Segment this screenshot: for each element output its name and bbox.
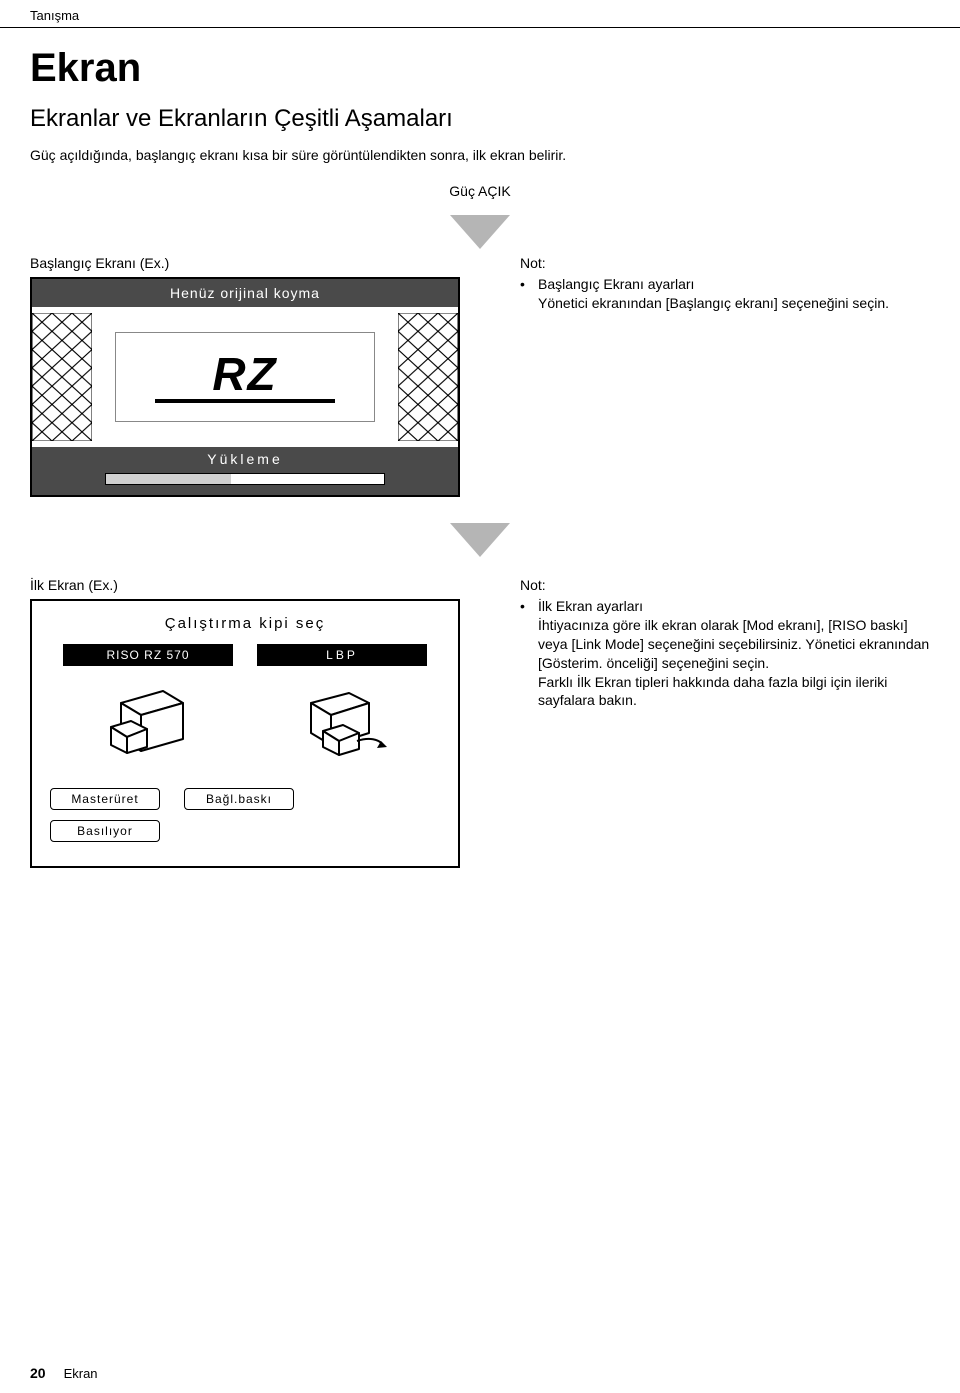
hatch-left [32, 313, 92, 441]
page-footer: 20 Ekran [30, 1365, 930, 1381]
note-label-1: Not: [520, 255, 930, 275]
startup-bullet-text: Başlangıç Ekranı ayarları Yönetici ekran… [538, 275, 930, 313]
panel-footer-buttons-2: Basılıyor [50, 816, 440, 848]
bullet-icon: • [520, 275, 530, 294]
bullet-icon: • [520, 597, 530, 616]
initial-bullet-title: İlk Ekran ayarları [538, 598, 643, 614]
startup-left: Başlangıç Ekranı (Ex.) Henüz orijinal ko… [30, 255, 460, 497]
flow-arrow-2 [0, 497, 960, 563]
logo-text: RZ [212, 351, 277, 397]
logo-underline [155, 399, 335, 403]
initial-bullet-text: İlk Ekran ayarları İhtiyacınıza göre ilk… [538, 597, 930, 710]
footer-label: Ekran [64, 1366, 98, 1381]
flow-arrow-1 [0, 207, 960, 255]
startup-screen-panel: Henüz orijinal koyma RZ [30, 277, 460, 497]
master-button[interactable]: Masterüret [50, 788, 160, 810]
tab-lbp[interactable]: LBP [257, 644, 427, 666]
progress-bar [105, 473, 385, 485]
initial-bullet: • İlk Ekran ayarları İhtiyacınıza göre i… [520, 597, 930, 712]
note-label-2: Not: [520, 577, 930, 597]
initial-screen-panel: Çalıştırma kipi seç RISO RZ 570 LBP [30, 599, 460, 868]
down-arrow-icon [450, 215, 510, 249]
page-title: Ekran [0, 28, 960, 101]
startup-note: Not: • Başlangıç Ekranı ayarları Yönetic… [520, 255, 930, 315]
initial-note: Not: • İlk Ekran ayarları İhtiyacınıza g… [520, 577, 930, 712]
device-lbp-icon [257, 676, 427, 766]
startup-row: Başlangıç Ekranı (Ex.) Henüz orijinal ko… [0, 255, 960, 497]
section-label: Tanışma [30, 8, 79, 23]
hatch-right [398, 313, 458, 441]
loading-label: Yükleme [207, 451, 282, 467]
initial-row: İlk Ekran (Ex.) Çalıştırma kipi seç RISO… [0, 563, 960, 868]
startup-top-bar: Henüz orijinal koyma [32, 279, 458, 307]
startup-bullet-title: Başlangıç Ekranı ayarları [538, 276, 694, 292]
page-subtitle: Ekranlar ve Ekranların Çeşitli Aşamaları [0, 101, 960, 139]
page-number: 20 [30, 1365, 46, 1381]
startup-logo-area: RZ [100, 313, 390, 441]
page-section-header: Tanışma [0, 0, 960, 28]
initial-panel-title: Çalıştırma kipi seç [50, 615, 440, 644]
startup-bullet-body: Yönetici ekranından [Başlangıç ekranı] s… [538, 295, 889, 311]
startup-panel-label: Başlangıç Ekranı (Ex.) [30, 255, 460, 277]
initial-left: İlk Ekran (Ex.) Çalıştırma kipi seç RISO… [30, 577, 460, 868]
tab-riso[interactable]: RISO RZ 570 [63, 644, 233, 666]
panel-footer-buttons: Masterüret Bağl.baskı [50, 776, 440, 816]
power-on-label: Güç AÇIK [0, 177, 960, 207]
startup-middle: RZ [32, 307, 458, 447]
link-print-button[interactable]: Bağl.baskı [184, 788, 294, 810]
down-arrow-icon [450, 523, 510, 557]
intro-paragraph: Güç açıldığında, başlangıç ekranı kısa b… [0, 139, 960, 177]
initial-bullet-body: İhtiyacınıza göre ilk ekran olarak [Mod … [538, 617, 929, 709]
device-icon-row [50, 676, 440, 776]
logo-box: RZ [115, 332, 375, 422]
startup-bottom-bar: Yükleme [32, 447, 458, 495]
startup-bullet: • Başlangıç Ekranı ayarları Yönetici ekr… [520, 275, 930, 315]
initial-panel-label: İlk Ekran (Ex.) [30, 577, 460, 599]
printing-button[interactable]: Basılıyor [50, 820, 160, 842]
tab-row: RISO RZ 570 LBP [50, 644, 440, 676]
device-riso-icon [63, 676, 233, 766]
